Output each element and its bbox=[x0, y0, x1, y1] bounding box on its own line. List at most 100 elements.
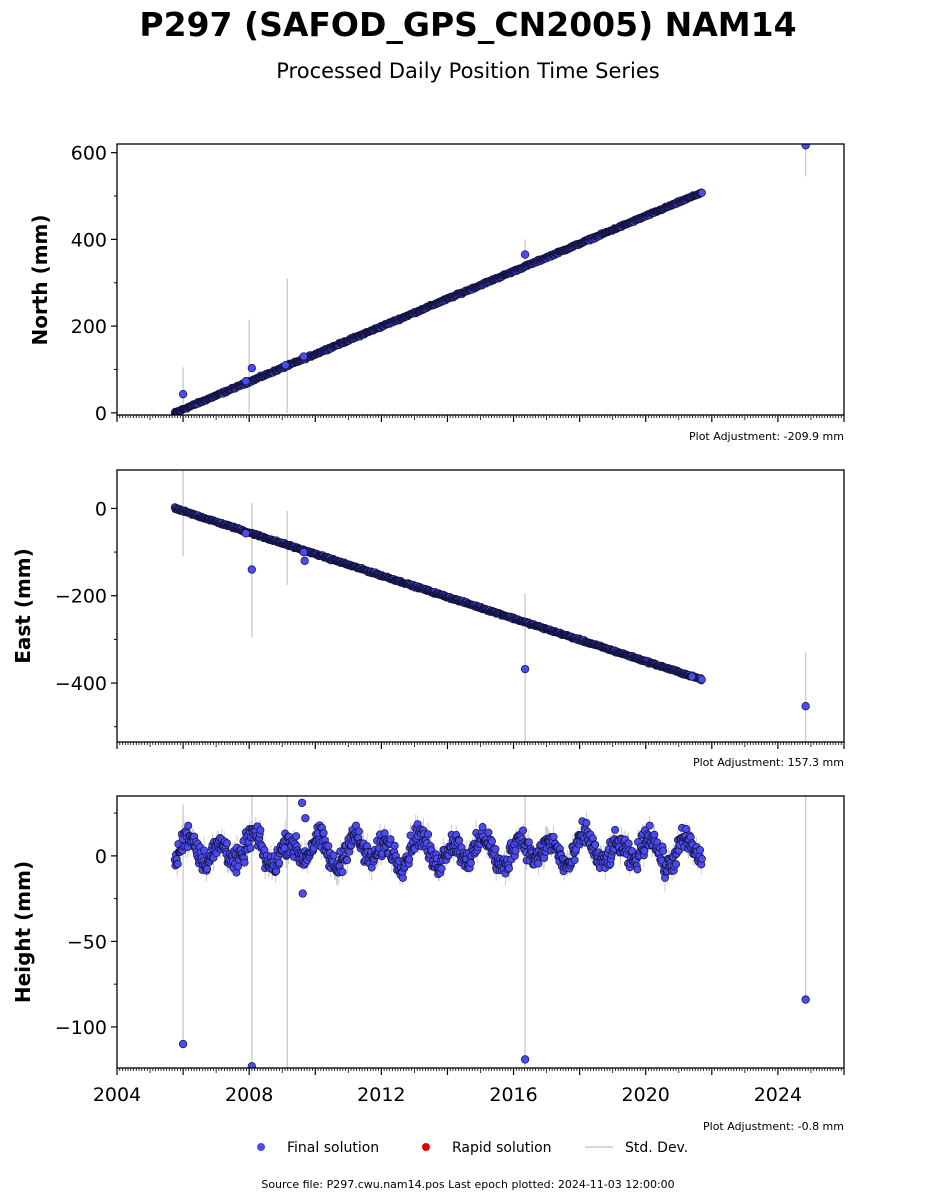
height-xtick-label: 2008 bbox=[225, 1084, 273, 1106]
height-final-point bbox=[488, 837, 496, 846]
north-final-points bbox=[170, 144, 810, 415]
height-final-point bbox=[455, 836, 464, 845]
figure-subtitle: Processed Daily Position Time Series bbox=[276, 59, 660, 83]
north-panel: 0 200 400 600 North (mm) Plot Adjustment: -… bbox=[28, 143, 845, 443]
height-final-point bbox=[650, 830, 659, 839]
source-text: Source file: P297.cwu.nam14.pos Last epo… bbox=[261, 1178, 674, 1191]
height-final-point bbox=[697, 854, 706, 863]
north-ytick-label: 400 bbox=[71, 229, 107, 251]
height-final-point bbox=[223, 839, 231, 848]
height-final-point bbox=[424, 830, 433, 839]
height-ytick-label: −100 bbox=[55, 1017, 107, 1039]
height-final-point bbox=[640, 847, 649, 855]
east-final-points bbox=[170, 503, 810, 711]
north-outlier-point bbox=[247, 364, 256, 373]
east-marks bbox=[170, 470, 810, 742]
east-ticks: 0 −200 −400 bbox=[55, 498, 845, 749]
north-plot-area bbox=[170, 144, 810, 415]
height-final-point bbox=[633, 865, 642, 874]
height-final-point bbox=[549, 832, 558, 841]
height-final-point bbox=[338, 868, 347, 877]
height-final-point bbox=[466, 859, 475, 867]
east-outlier-point bbox=[520, 664, 530, 674]
east-plot-area bbox=[170, 470, 810, 742]
height-outlier-point bbox=[301, 814, 310, 823]
height-final-point bbox=[524, 838, 533, 847]
east-plot-adjustment: Plot Adjustment: 157.3 mm bbox=[693, 756, 844, 769]
north-axes-frame bbox=[116, 143, 845, 416]
height-final-point bbox=[240, 858, 249, 867]
north-ylabel: North (mm) bbox=[28, 214, 52, 345]
north-final-point bbox=[697, 188, 706, 197]
height-outlier-point bbox=[801, 995, 810, 1004]
legend-stddev-label: Std. Dev. bbox=[625, 1140, 688, 1156]
legend-rapid-marker bbox=[422, 1143, 430, 1151]
north-outlier-point bbox=[241, 377, 251, 386]
height-marks bbox=[170, 796, 810, 1068]
height-final-point bbox=[173, 860, 182, 868]
height-final-point bbox=[696, 846, 705, 855]
height-outlier-point bbox=[297, 798, 307, 807]
height-outlier-point bbox=[298, 889, 307, 898]
legend-rapid-label: Rapid solution bbox=[452, 1140, 552, 1156]
legend: Final solution Rapid solution Std. Dev. bbox=[257, 1140, 688, 1156]
east-ylabel: East (mm) bbox=[11, 548, 35, 664]
height-final-point bbox=[234, 862, 243, 871]
north-ytick-label: 200 bbox=[71, 316, 107, 338]
height-final-point bbox=[484, 828, 493, 837]
east-outlier-point bbox=[247, 565, 256, 574]
east-outlier-point bbox=[801, 702, 810, 711]
height-xtick-label: 2024 bbox=[754, 1084, 802, 1106]
east-panel: 0 −200 −400 East (mm) Plot Adjustment: 157… bbox=[11, 469, 845, 769]
east-outlier-point bbox=[241, 529, 251, 538]
height-final-point bbox=[386, 835, 395, 844]
height-final-point bbox=[478, 823, 487, 831]
north-plot-adjustment: Plot Adjustment: -209.9 mm bbox=[689, 430, 844, 443]
height-xtick-label: 2004 bbox=[93, 1084, 141, 1106]
figure-title: P297 (SAFOD_GPS_CN2005) NAM14 bbox=[139, 5, 796, 44]
height-final-point bbox=[511, 846, 520, 855]
north-outlier-point bbox=[801, 144, 810, 150]
height-final-point bbox=[354, 827, 363, 836]
height-final-point bbox=[184, 821, 193, 830]
height-ticks: 0 −50 −100 2004 2008 2012 2016 2020 2024 bbox=[55, 812, 845, 1106]
east-final-point bbox=[697, 675, 706, 684]
legend-final-marker bbox=[257, 1143, 265, 1151]
east-outlier-point bbox=[687, 672, 697, 681]
height-final-point bbox=[534, 859, 543, 868]
height-xtick-label: 2016 bbox=[489, 1084, 537, 1106]
height-xtick-label: 2012 bbox=[357, 1084, 405, 1106]
north-marks bbox=[170, 144, 810, 415]
height-final-point bbox=[324, 842, 333, 850]
east-outlier-point bbox=[299, 547, 308, 557]
height-final-point bbox=[203, 864, 212, 873]
height-plot-area bbox=[170, 796, 810, 1068]
height-final-point bbox=[505, 864, 513, 873]
legend-final-label: Final solution bbox=[287, 1140, 379, 1156]
height-final-point bbox=[624, 839, 633, 848]
north-outlier-point bbox=[299, 352, 308, 361]
height-outlier-point bbox=[247, 1062, 256, 1068]
east-outlier-point bbox=[300, 556, 309, 565]
height-final-points bbox=[170, 798, 810, 1068]
height-ytick-label: 0 bbox=[95, 846, 107, 868]
height-final-point bbox=[519, 826, 528, 835]
height-final-point bbox=[591, 840, 600, 849]
legend-item-final: Final solution bbox=[257, 1140, 379, 1156]
height-final-point bbox=[672, 860, 681, 869]
east-ytick-label: 0 bbox=[95, 498, 107, 520]
north-ytick-label: 0 bbox=[95, 403, 107, 425]
height-final-point bbox=[200, 846, 209, 855]
legend-item-rapid: Rapid solution bbox=[422, 1140, 552, 1156]
height-final-point bbox=[582, 819, 591, 827]
north-ticks: 0 200 400 600 bbox=[71, 143, 845, 425]
height-final-point bbox=[275, 858, 284, 867]
height-final-point bbox=[645, 821, 654, 830]
north-outlier-point bbox=[520, 250, 530, 259]
height-final-point bbox=[491, 845, 500, 853]
height-final-point bbox=[405, 855, 414, 864]
height-final-point bbox=[319, 829, 328, 838]
height-xtick-label: 2020 bbox=[622, 1084, 670, 1106]
height-final-point bbox=[292, 832, 301, 841]
